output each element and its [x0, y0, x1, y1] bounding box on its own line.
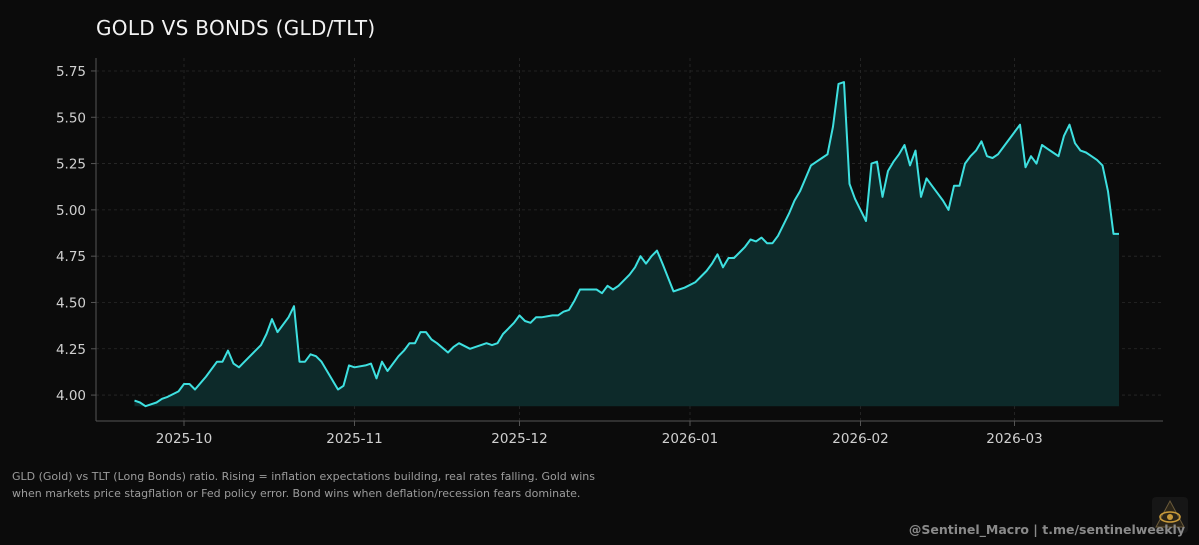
- y-tick-label: 5.75: [56, 64, 86, 80]
- y-tick-label: 4.50: [56, 295, 86, 311]
- x-tick-label: 2026-01: [662, 431, 718, 447]
- x-tick-label: 2025-12: [491, 431, 547, 447]
- y-tick-label: 4.75: [56, 249, 86, 265]
- x-tick-label: 2026-02: [832, 431, 888, 447]
- x-tick-label: 2026-03: [986, 431, 1042, 447]
- eye-icon: [1152, 497, 1188, 533]
- y-tick-label: 4.25: [56, 342, 86, 358]
- x-axis-ticks: 2025-10 2025-11 2025-12 2026-01 2026-02 2026-…: [156, 421, 1043, 447]
- x-tick-label: 2025-11: [326, 431, 382, 447]
- series-area-fill: [134, 82, 1119, 407]
- chart-title: GOLD VS BONDS (GLD/TLT): [96, 16, 376, 40]
- y-axis-ticks: 4.00 4.25 4.50 4.75 5.00 5.25 5.50 5.75: [56, 64, 96, 404]
- chart-caption: GLD (Gold) vs TLT (Long Bonds) ratio. Ri…: [12, 470, 595, 500]
- series-line: [134, 81, 1119, 408]
- series-layer: [134, 81, 1119, 408]
- y-tick-label: 4.00: [56, 388, 86, 404]
- y-tick-label: 5.25: [56, 157, 86, 173]
- y-tick-label: 5.50: [56, 110, 86, 126]
- x-tick-label: 2025-10: [156, 431, 212, 447]
- axes: [95, 58, 1163, 422]
- y-tick-label: 5.00: [56, 203, 86, 219]
- credit-text: @Sentinel_Macro | t.me/sentinelweekly: [908, 522, 1185, 537]
